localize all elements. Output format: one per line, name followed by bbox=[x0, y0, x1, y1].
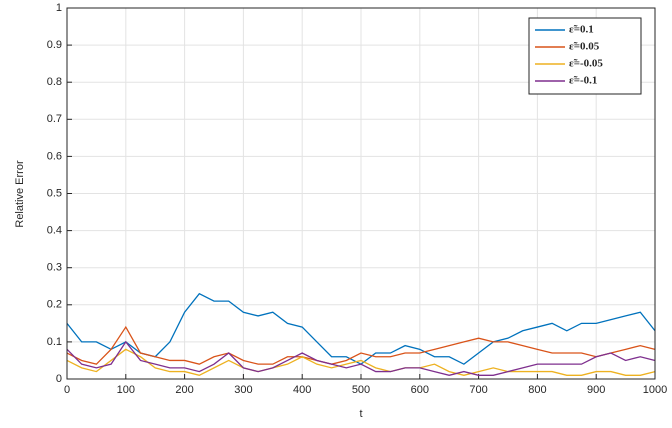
y-tick-label: 0.2 bbox=[47, 299, 62, 311]
legend: ε̃=0.1 ε̃=0.05 ε̃=-0.05 ε̃=-0.1 bbox=[528, 17, 642, 95]
x-tick-label: 200 bbox=[175, 384, 193, 396]
x-tick-label: 700 bbox=[469, 384, 487, 396]
y-tick-label: 0.6 bbox=[47, 150, 62, 162]
y-axis-label: Relative Error bbox=[14, 160, 26, 228]
x-axis-label: t bbox=[359, 408, 362, 420]
series-line bbox=[66, 348, 656, 376]
axes-box bbox=[66, 7, 656, 380]
x-tick-label: 900 bbox=[587, 384, 605, 396]
x-tick-label: 800 bbox=[528, 384, 546, 396]
legend-label: ε̃=0.1 bbox=[569, 24, 594, 36]
y-tick-label: 0.1 bbox=[47, 336, 62, 348]
series-line bbox=[66, 325, 656, 365]
y-tick-label: 0.9 bbox=[47, 39, 62, 51]
series-line bbox=[66, 340, 656, 376]
x-tick-label: 500 bbox=[352, 384, 370, 396]
x-tick-label: 1000 bbox=[643, 384, 667, 396]
x-tick-label: 400 bbox=[293, 384, 311, 396]
y-tick-label: 0.8 bbox=[47, 76, 62, 88]
legend-label: ε̃=0.05 bbox=[569, 41, 600, 53]
x-tick-label: 0 bbox=[64, 384, 70, 396]
y-tick-label: 0.7 bbox=[47, 113, 62, 125]
y-tick-label: 0.4 bbox=[47, 225, 62, 237]
x-tick-label: 100 bbox=[117, 384, 135, 396]
x-tick-label: 300 bbox=[234, 384, 252, 396]
legend-label: ε̃=-0.05 bbox=[569, 58, 603, 70]
legend-label: ε̃=-0.1 bbox=[569, 75, 597, 87]
y-tick-label: 0.3 bbox=[47, 262, 62, 274]
y-tick-label: 0.5 bbox=[47, 187, 62, 199]
x-tick-label: 600 bbox=[411, 384, 429, 396]
y-tick-label: 0 bbox=[56, 373, 62, 385]
y-tick-label: 1 bbox=[56, 2, 62, 14]
